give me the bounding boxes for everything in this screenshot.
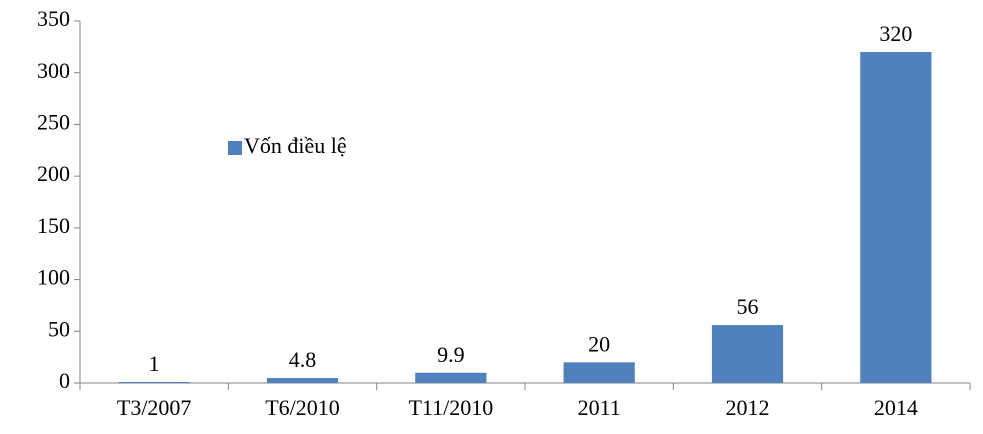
x-tick-label: T3/2007 bbox=[117, 395, 192, 420]
data-label: 4.8 bbox=[289, 347, 317, 372]
data-label: 9.9 bbox=[437, 342, 465, 367]
x-tick-label: 2011 bbox=[578, 395, 621, 420]
bar bbox=[711, 325, 784, 383]
x-tick-label: 2014 bbox=[874, 395, 918, 420]
y-tick-label: 200 bbox=[37, 161, 70, 186]
data-label: 56 bbox=[737, 294, 759, 319]
y-tick-label: 300 bbox=[37, 58, 70, 83]
bar bbox=[563, 362, 635, 383]
y-tick-label: 150 bbox=[37, 213, 70, 238]
bar bbox=[118, 381, 190, 383]
y-tick-label: 350 bbox=[37, 6, 70, 31]
legend-label: Vốn điều lệ bbox=[244, 133, 347, 158]
data-label: 320 bbox=[879, 21, 912, 46]
y-tick-label: 0 bbox=[59, 368, 70, 393]
data-label: 1 bbox=[149, 351, 160, 376]
legend-swatch bbox=[228, 141, 242, 155]
data-label: 20 bbox=[588, 331, 610, 356]
bar bbox=[266, 378, 339, 383]
bar bbox=[860, 52, 932, 384]
y-tick-label: 50 bbox=[48, 316, 70, 341]
bar bbox=[415, 372, 487, 383]
x-tick-label: T11/2010 bbox=[408, 395, 493, 420]
x-tick-label: 2012 bbox=[726, 395, 770, 420]
y-tick-label: 100 bbox=[37, 265, 70, 290]
y-tick-label: 250 bbox=[37, 109, 70, 134]
x-tick-label: T6/2010 bbox=[265, 395, 340, 420]
